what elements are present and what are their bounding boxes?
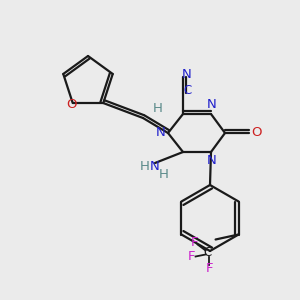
Text: C: C [183, 85, 191, 98]
Text: O: O [67, 98, 77, 110]
Text: F: F [191, 236, 198, 249]
Text: N: N [182, 68, 192, 82]
Text: H: H [140, 160, 150, 172]
Text: N: N [207, 98, 217, 112]
Text: N: N [156, 127, 166, 140]
Text: F: F [188, 250, 195, 263]
Text: F: F [206, 262, 213, 275]
Text: C: C [203, 246, 212, 259]
Text: N: N [207, 154, 217, 167]
Text: H: H [159, 167, 169, 181]
Text: H: H [153, 103, 163, 116]
Text: O: O [251, 127, 261, 140]
Text: N: N [150, 160, 160, 172]
